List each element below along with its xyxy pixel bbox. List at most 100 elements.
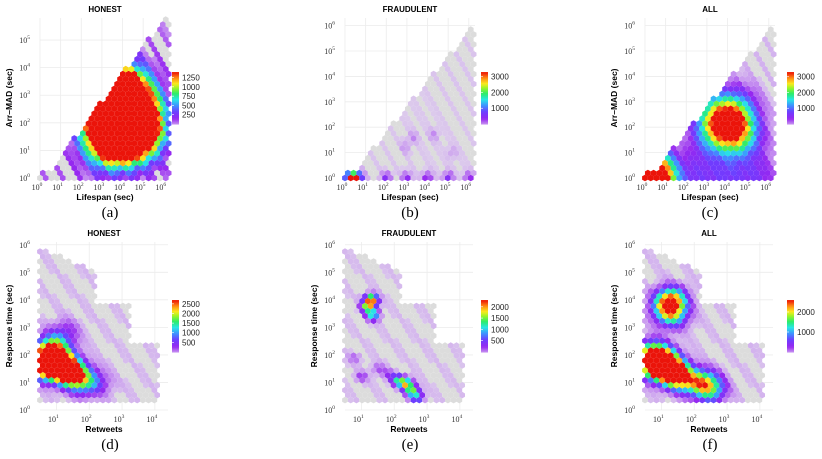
y-tick-label: 100 xyxy=(624,405,635,415)
hexbin xyxy=(405,317,411,325)
hexbin xyxy=(645,381,651,389)
hexbin xyxy=(140,105,146,112)
hexbin xyxy=(148,41,155,48)
hexbin xyxy=(707,120,714,127)
panel-title: FRAUDULENT xyxy=(382,229,437,238)
hexbin xyxy=(385,292,391,300)
hexbin xyxy=(134,396,140,404)
hexbin xyxy=(716,174,723,182)
hexbin xyxy=(450,95,457,103)
hexbin xyxy=(151,377,158,384)
hexbin xyxy=(745,115,751,122)
hexbin xyxy=(670,317,677,325)
hexbin xyxy=(145,65,152,73)
hexbin xyxy=(653,327,660,335)
hexbin xyxy=(137,90,143,98)
hexbin xyxy=(131,149,138,157)
hexbin xyxy=(393,278,400,285)
hexbin xyxy=(465,90,471,98)
hexbin xyxy=(120,169,126,177)
hexbin xyxy=(453,391,460,399)
colorbar-swatch xyxy=(787,308,794,311)
hexbin xyxy=(142,391,149,399)
hexbin xyxy=(42,396,49,404)
hexbin xyxy=(148,60,155,68)
hexbin xyxy=(770,90,777,98)
hexbin xyxy=(151,145,158,152)
hexbin xyxy=(40,362,46,369)
hexbin xyxy=(719,342,725,349)
hexbin xyxy=(94,327,100,335)
hexbin xyxy=(57,391,63,399)
hexbin xyxy=(665,297,671,305)
hexbin xyxy=(722,347,728,354)
hexbin xyxy=(373,342,380,349)
colorbar-swatch xyxy=(481,320,488,323)
hexbin xyxy=(57,292,63,300)
hexbin xyxy=(399,125,405,132)
hexbin xyxy=(122,125,129,132)
hexbin xyxy=(154,362,160,369)
colorbar-swatch xyxy=(172,84,179,87)
hexbin xyxy=(62,149,69,157)
colorbar-tick-label: 3000 xyxy=(491,73,509,82)
hexbin xyxy=(379,302,385,310)
hexbin xyxy=(736,362,743,369)
hexbin xyxy=(162,46,169,53)
colorbar-tick-label: 500 xyxy=(182,101,196,110)
hexbin xyxy=(48,307,55,315)
hexbin xyxy=(722,367,728,374)
hexbin xyxy=(419,130,425,137)
hexbin xyxy=(342,327,348,335)
hexbin xyxy=(407,352,414,359)
hexbin xyxy=(667,312,674,320)
hexbin xyxy=(670,258,677,265)
hexbin xyxy=(85,322,92,330)
hexbin xyxy=(382,135,388,142)
hexbin xyxy=(117,135,123,142)
hexbin xyxy=(160,70,166,78)
hexbin xyxy=(705,367,711,374)
hexbin xyxy=(765,31,771,38)
hexbin xyxy=(750,115,757,122)
hexbins xyxy=(342,26,477,182)
hexbin xyxy=(88,278,95,285)
hexbin xyxy=(730,140,737,147)
hexbin xyxy=(94,164,100,172)
hexbin xyxy=(362,381,368,389)
hexbin xyxy=(733,85,740,93)
hexbin xyxy=(736,352,743,359)
colorbar-swatch xyxy=(787,118,794,121)
hexbin xyxy=(436,362,443,369)
hexbin xyxy=(145,377,152,384)
hexbin xyxy=(693,174,700,182)
hexbin xyxy=(647,396,654,404)
hexbin xyxy=(465,100,471,108)
hexbin xyxy=(762,154,768,162)
hexbin xyxy=(82,396,89,404)
hexbin xyxy=(445,105,451,112)
hexbin xyxy=(656,273,663,280)
hexbin xyxy=(80,352,86,359)
hexbin xyxy=(676,347,683,354)
hexbin xyxy=(137,159,143,167)
hexbin xyxy=(162,164,169,172)
hexbin xyxy=(702,391,708,399)
hexbin xyxy=(91,292,98,300)
colorbar-swatch xyxy=(787,310,794,313)
hexbin xyxy=(670,154,677,162)
hexbin xyxy=(74,391,80,399)
hexbin xyxy=(762,125,768,132)
hexbin xyxy=(142,120,149,127)
hexbin xyxy=(157,164,163,172)
hexbin xyxy=(111,337,118,344)
hexbin xyxy=(456,386,463,394)
hexbin xyxy=(48,287,55,295)
hexbin xyxy=(685,332,691,340)
hexbin xyxy=(470,149,477,157)
hexbin xyxy=(145,164,152,172)
hexbin xyxy=(356,273,363,280)
colorbar-swatch xyxy=(172,302,179,305)
hexbin xyxy=(733,386,740,394)
